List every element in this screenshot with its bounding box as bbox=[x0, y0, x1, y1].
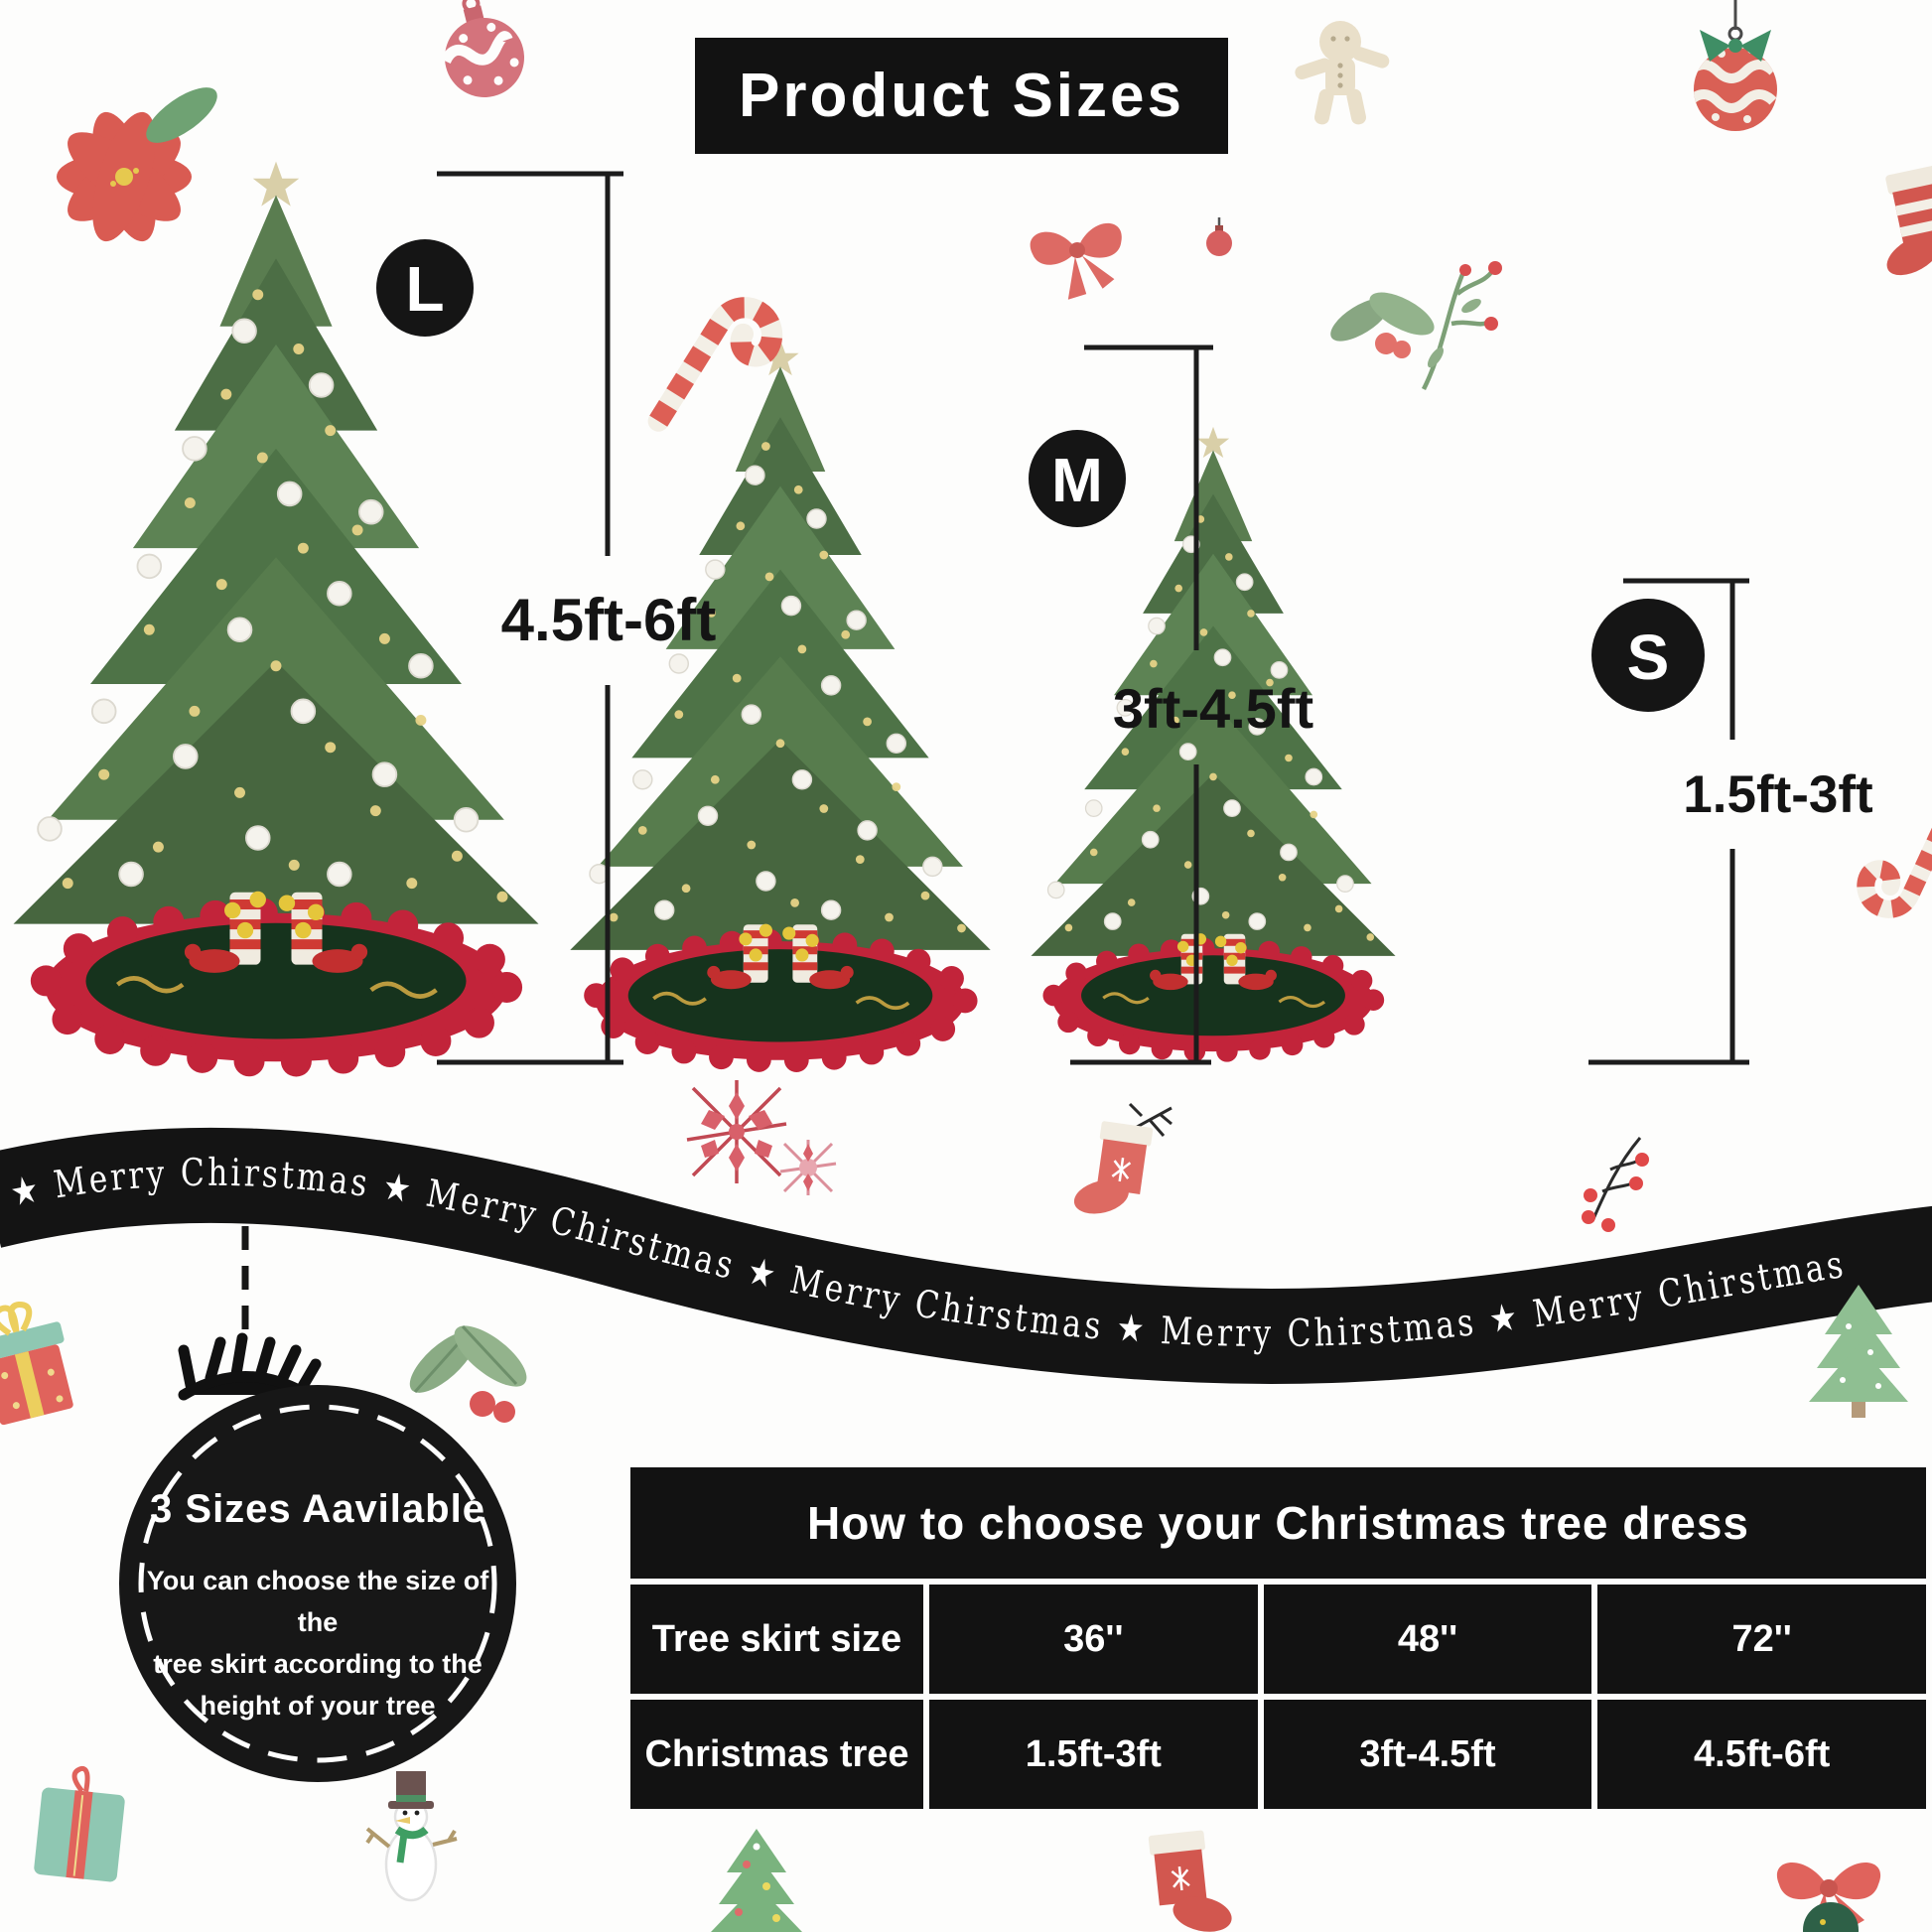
badge-line: height of your tree bbox=[200, 1691, 436, 1721]
snowman-icon bbox=[365, 1771, 458, 1902]
banner-title: Product Sizes bbox=[739, 62, 1184, 130]
badge-title: 3 Sizes Aavilable bbox=[150, 1487, 485, 1531]
size-badge-S: S bbox=[1591, 599, 1705, 712]
dotted-tree-icon bbox=[711, 1829, 802, 1932]
size-badge-M: M bbox=[1029, 430, 1126, 527]
mini-ornament-icon bbox=[1206, 217, 1232, 256]
gift-box-icon bbox=[0, 1302, 73, 1426]
size-letter: M bbox=[1051, 447, 1103, 515]
pine-tree-icon bbox=[1809, 1285, 1908, 1418]
badge-copy: 3 Sizes Aavilable You can choose the siz… bbox=[127, 1487, 508, 1726]
table-title: How to choose your Christmas tree dress bbox=[630, 1467, 1926, 1579]
height-range-large: 4.5ft-6ft bbox=[501, 587, 717, 653]
size-letter: L bbox=[405, 253, 444, 325]
bow-ball-icon bbox=[1776, 1863, 1881, 1932]
berries-branch-icon bbox=[1582, 1137, 1649, 1232]
table-row-label: Tree skirt size bbox=[630, 1585, 923, 1694]
size-letter: S bbox=[1627, 621, 1670, 693]
teal-gift-icon bbox=[34, 1765, 125, 1882]
polka-dot-ornament-icon bbox=[440, 0, 524, 97]
table-cell: 1.5ft-3ft bbox=[929, 1700, 1258, 1809]
svg-text:★ Merry Chirstmas ★ Merry C: ★ Merry Chirstmas ★ Merry Chirstmas ★ Me… bbox=[6, 1150, 1849, 1354]
size-badge-L: L bbox=[376, 239, 474, 337]
height-range-small: 1.5ft-3ft bbox=[1683, 765, 1872, 824]
small-snowflake-icon bbox=[779, 1140, 837, 1195]
red-stocking-icon bbox=[1148, 1830, 1232, 1932]
table-cell: 72'' bbox=[1597, 1585, 1926, 1694]
size-table: How to choose your Christmas tree dress … bbox=[630, 1467, 1926, 1809]
product-sizes-banner: Product Sizes bbox=[695, 38, 1228, 154]
badge-ornament bbox=[119, 1226, 516, 1782]
table-cell: 36'' bbox=[929, 1585, 1258, 1694]
measure-line-large bbox=[437, 171, 623, 1065]
table-cell: 48'' bbox=[1263, 1585, 1592, 1694]
berry-sprig-icon bbox=[1421, 261, 1502, 391]
christmas-tree-medium bbox=[570, 340, 990, 1060]
table-cell: 4.5ft-6ft bbox=[1597, 1700, 1926, 1809]
holly-leaves-icon bbox=[409, 1324, 527, 1423]
ribbon-text: ★ Merry Chirstmas ★ Merry Chirstmas ★ Me… bbox=[6, 1150, 1845, 1354]
striped-stocking-icon bbox=[1885, 165, 1932, 276]
holly-icon bbox=[1330, 292, 1435, 358]
poinsettia-icon bbox=[57, 87, 217, 242]
table-cell: 3ft-4.5ft bbox=[1263, 1700, 1592, 1809]
snowflake-icon bbox=[686, 1080, 787, 1183]
table-row-label: Christmas tree bbox=[630, 1700, 923, 1809]
measure-line-small bbox=[1588, 578, 1749, 1065]
height-range-medium: 3ft-4.5ft bbox=[1113, 677, 1313, 740]
badge-line: You can choose the size of the bbox=[146, 1566, 489, 1637]
hanging-ornament-icon bbox=[1694, 0, 1777, 131]
badge-line: tree skirt according to the bbox=[153, 1649, 483, 1679]
gingerbread-man-icon bbox=[1295, 21, 1390, 125]
measure-line-medium bbox=[1070, 345, 1213, 1065]
table-grid: Tree skirt size 36'' 48'' 72'' Christmas… bbox=[630, 1585, 1926, 1809]
stocking-icon bbox=[1073, 1102, 1173, 1214]
red-bow-icon bbox=[1030, 222, 1122, 300]
